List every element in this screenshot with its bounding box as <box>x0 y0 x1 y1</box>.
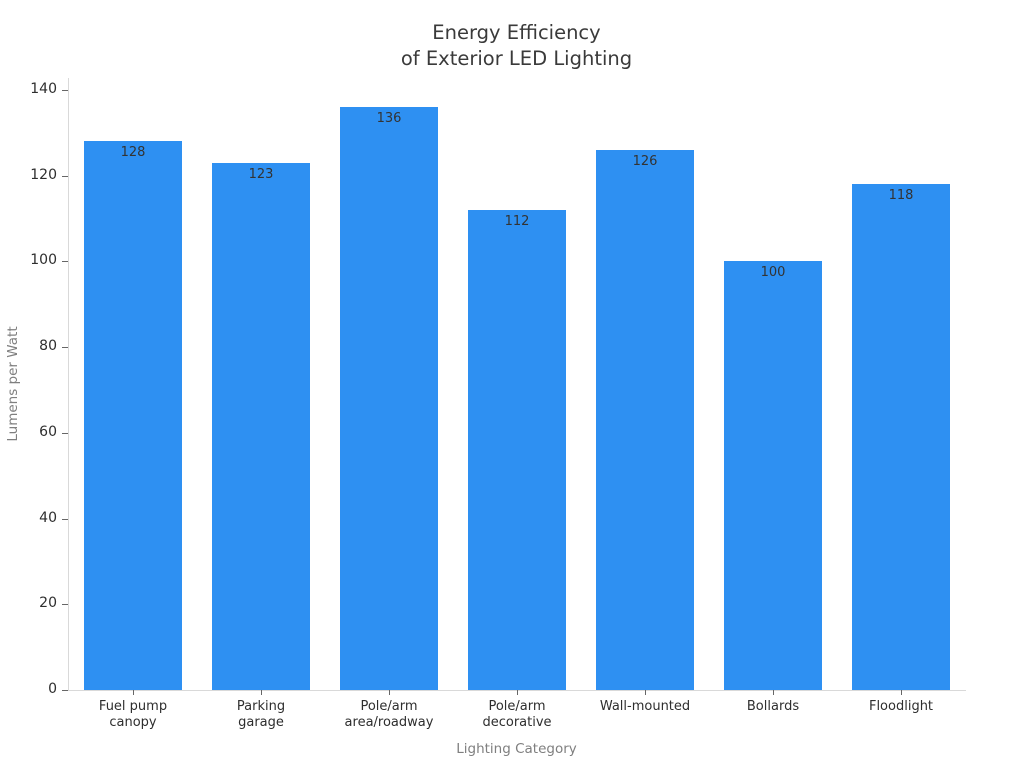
x-tick-label: Bollards <box>746 699 800 714</box>
x-tick-label: Pole/arm area/roadway <box>344 699 434 730</box>
bar-value-label: 123 <box>248 166 274 182</box>
y-tick-label: 0 <box>48 681 57 697</box>
bar: 112 <box>467 210 567 690</box>
x-tick-mark <box>645 690 646 695</box>
bar-value-label: 118 <box>888 188 914 204</box>
bar-value-label: 128 <box>120 145 146 161</box>
bar: 118 <box>851 184 951 690</box>
y-tick-label: 20 <box>39 595 57 612</box>
bar-value-label: 100 <box>760 265 786 281</box>
bar-value-label: 136 <box>376 111 402 127</box>
bar-value-label: 112 <box>504 214 530 229</box>
y-tick-label: 140 <box>30 81 57 97</box>
y-tick-label: 40 <box>39 509 57 526</box>
bar: 128 <box>83 141 183 690</box>
x-axis: Fuel pump canopy Parking garage Pole/arm a… <box>69 690 965 750</box>
bar: 100 <box>723 261 823 690</box>
x-tick-label: Parking garage <box>236 699 286 730</box>
x-tick-label: Floodlight <box>868 699 934 714</box>
y-tick-label: 120 <box>30 166 57 183</box>
y-tick-label: 100 <box>30 252 57 269</box>
bar-value-label: 126 <box>632 154 658 169</box>
x-tick-mark <box>389 690 390 695</box>
bar: 136 <box>339 107 439 690</box>
y-axis-spine <box>68 78 69 690</box>
x-tick-label: Wall-mounted <box>599 699 691 714</box>
bar: 123 <box>211 162 311 690</box>
bar: 126 <box>595 150 695 690</box>
x-tick-mark <box>901 690 902 695</box>
y-axis-label: Lumens per Watt <box>5 326 21 442</box>
x-tick-label: Pole/arm decorative <box>482 699 552 730</box>
x-tick-mark <box>773 690 774 695</box>
bars-group: 128 123 136 112 126 100 118 <box>69 78 965 690</box>
x-tick-mark <box>133 690 134 695</box>
x-tick-label: Fuel pump canopy <box>98 699 168 730</box>
chart-title: Energy Efficiency of Exterior LED Lighti… <box>400 21 633 70</box>
x-tick-mark <box>261 690 262 695</box>
x-axis-label: Lighting Category <box>456 741 577 757</box>
x-tick-mark <box>517 690 518 695</box>
